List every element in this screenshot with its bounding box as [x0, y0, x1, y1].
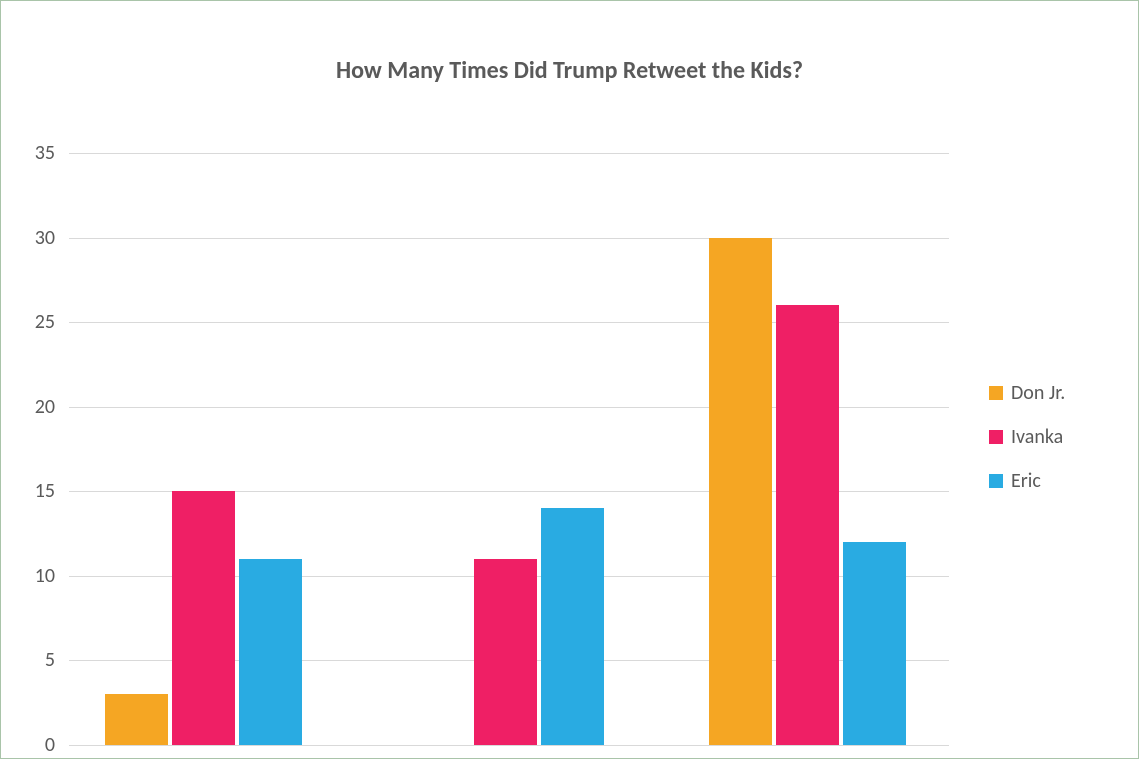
bar — [541, 508, 604, 745]
y-axis-label: 10 — [35, 564, 55, 588]
legend-item: Ivanka — [989, 425, 1065, 449]
legend-swatch — [989, 386, 1003, 400]
y-axis-label: 5 — [45, 648, 55, 672]
chart-container: How Many Times Did Trump Retweet the Kid… — [0, 0, 1139, 759]
legend-swatch — [989, 474, 1003, 488]
y-axis-label: 20 — [35, 395, 55, 419]
y-axis-label: 0 — [45, 733, 55, 757]
y-axis-label: 30 — [35, 226, 55, 250]
gridline — [69, 745, 949, 746]
bar — [105, 694, 168, 745]
legend-label: Ivanka — [1011, 425, 1063, 449]
bar — [474, 559, 537, 745]
gridline — [69, 153, 949, 154]
legend-item: Eric — [989, 469, 1065, 493]
chart-title: How Many Times Did Trump Retweet the Kid… — [1, 56, 1138, 85]
bar — [239, 559, 302, 745]
bar — [709, 238, 772, 745]
legend-label: Eric — [1011, 469, 1041, 493]
legend-label: Don Jr. — [1011, 381, 1065, 405]
legend-swatch — [989, 430, 1003, 444]
plot-area: 05101520253035 — [69, 153, 949, 745]
y-axis-label: 25 — [35, 310, 55, 334]
gridline — [69, 238, 949, 239]
legend: Don Jr. Ivanka Eric — [989, 381, 1065, 513]
bar — [843, 542, 906, 745]
y-axis-label: 15 — [35, 479, 55, 503]
legend-item: Don Jr. — [989, 381, 1065, 405]
bar — [172, 491, 235, 745]
bar — [776, 305, 839, 745]
y-axis-label: 35 — [35, 141, 55, 165]
